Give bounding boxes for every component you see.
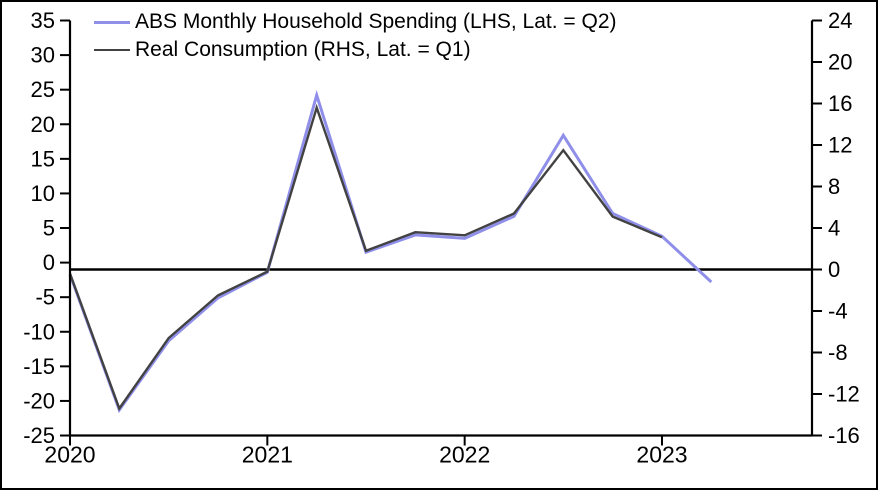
right-axis-tick-label: 12 (828, 133, 852, 158)
chart-legend: ABS Monthly Household Spending (LHS, Lat… (94, 8, 617, 64)
right-axis-tick-label: -12 (828, 382, 860, 407)
right-axis-tick-label: 0 (828, 257, 840, 282)
left-axis-tick-label: 15 (31, 146, 55, 171)
series-line-left (68, 89, 713, 414)
left-axis-tick-label: -15 (23, 354, 55, 379)
left-axis-tick-label: 0 (43, 250, 55, 275)
x-axis-tick-label: 2022 (439, 442, 490, 468)
right-axis-tick-label: 16 (828, 91, 852, 116)
left-axis-tick-label: -10 (23, 319, 55, 344)
legend-item-lhs: ABS Monthly Household Spending (LHS, Lat… (94, 8, 617, 36)
right-axis-tick-label: 24 (828, 8, 852, 33)
left-axis-tick-label: 10 (31, 181, 55, 206)
legend-line-sample-lhs (94, 20, 130, 24)
x-axis-tick-label: 2023 (636, 442, 687, 468)
right-axis-tick-label: 20 (828, 50, 852, 75)
right-axis-tick-label: 4 (828, 216, 840, 241)
x-axis-tick-label: 2020 (44, 442, 95, 468)
right-axis-tick-label: 8 (828, 174, 840, 199)
left-axis-tick-label: -20 (23, 388, 55, 413)
series-line-right (68, 103, 663, 412)
legend-label-rhs: Real Consumption (RHS, Lat. = Q1) (135, 38, 471, 61)
left-axis-tick-label: 20 (31, 112, 55, 137)
left-axis-tick-label: 30 (31, 43, 55, 68)
legend-line-sample-rhs (94, 48, 130, 52)
left-axis-tick-label: -5 (35, 285, 55, 310)
right-axis-tick-label: -16 (828, 423, 860, 448)
right-axis-tick-label: -4 (828, 299, 848, 324)
legend-label-lhs: ABS Monthly Household Spending (LHS, Lat… (135, 10, 617, 33)
right-axis-tick-label: -8 (828, 340, 848, 365)
left-axis-tick-label: 5 (43, 216, 55, 241)
left-axis-tick-label: 25 (31, 77, 55, 102)
x-axis-tick-label: 2021 (242, 442, 293, 468)
left-axis-tick-label: 35 (31, 8, 55, 33)
legend-item-rhs: Real Consumption (RHS, Lat. = Q1) (94, 36, 617, 64)
left-axis-tick-label: -25 (23, 423, 55, 448)
